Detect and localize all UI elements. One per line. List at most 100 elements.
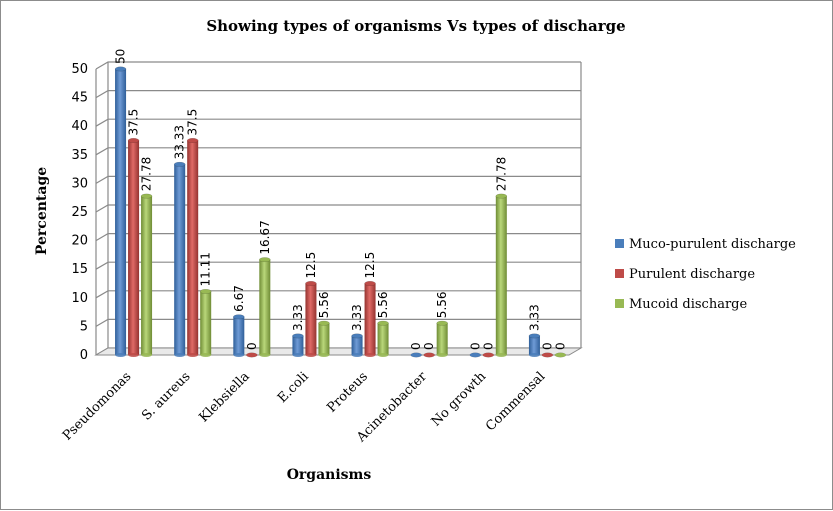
gridline [95,147,581,156]
bar-body [128,140,140,355]
y-tick-label: 15 [71,262,88,277]
bar-top [528,333,541,339]
bar-body [115,69,127,355]
bar-base [174,353,186,357]
x-tick-label: No growth [429,369,490,430]
data-label: 33.33 [173,125,187,159]
bar-body [318,323,330,355]
gridline [95,61,581,70]
data-label: 0 [468,342,482,350]
bar-top [436,320,448,326]
legend-label: Purulent discharge [629,267,755,282]
bar [469,352,482,358]
bar-top [233,314,245,320]
data-label: 37.5 [186,109,200,136]
bar-body [495,196,507,355]
bar-base [141,353,153,357]
bar [528,333,541,357]
data-label: 27.78 [140,157,154,191]
bar-base [495,353,507,357]
bar [495,193,508,357]
y-tick-label: 45 [71,91,88,106]
bar-top [495,193,508,199]
bar [541,352,554,358]
bar-body [305,283,317,355]
bar-top [377,320,389,326]
bar [233,314,245,357]
bar-body [187,140,199,355]
y-tick-label: 30 [71,176,88,191]
data-label: 6.67 [232,285,246,312]
bar-base [364,353,376,357]
bar-body [292,335,304,355]
data-label: 0 [422,342,436,350]
bar [127,138,140,357]
data-label: 0 [481,342,495,350]
legend-swatch [615,269,624,278]
bar-top [199,289,212,294]
bar-body [141,196,153,355]
bar [377,320,389,357]
bar [482,352,495,358]
legend-label: Muco-purulent discharge [629,237,796,252]
bar-top [318,320,330,326]
bar-base [259,353,271,357]
x-tick-label: S. aureus [139,369,193,423]
bars [114,66,567,358]
data-label: 12.5 [363,252,377,279]
data-label: 27.78 [494,157,508,191]
x-tick-label: Klebsiella [196,369,252,425]
chart-title: Showing types of organisms Vs types of d… [206,17,625,35]
bar [173,161,186,357]
gridline [95,290,581,299]
floor [94,347,583,356]
gridline [95,261,581,270]
y-tick-label: 20 [71,234,88,249]
y-tick-label: 10 [71,291,88,306]
bar-base [410,353,422,357]
bar [246,352,258,358]
data-label: 3.33 [350,304,364,331]
data-label: 0 [409,342,423,350]
bar-body [174,164,186,355]
y-tick-label: 25 [71,205,88,220]
gridlines [95,61,581,356]
bar-base [233,353,245,357]
bar-base [482,353,494,357]
bar [423,352,435,358]
bar [351,333,363,357]
bar-base [115,353,127,357]
bar-body [259,259,271,355]
bar-base [292,353,304,357]
data-label: 5.56 [317,291,331,318]
gridline [95,318,581,327]
bar [292,333,304,357]
y-tick-label: 5 [80,319,88,334]
axes: 0 5 10 15 20 25 30 35 40 45 50 [71,62,583,363]
bar-base [436,353,448,357]
data-label: 12.5 [304,252,318,279]
x-axis-title: Organisms [287,467,372,483]
bar-base [469,353,481,357]
x-tick-label: Pseudomonas [60,369,134,443]
gridline [95,233,581,242]
bar-base [305,353,317,357]
data-label: 0 [540,342,554,350]
legend-item: Mucoid discharge [615,297,747,312]
x-tick-label: Commensal [483,369,548,434]
legend-swatch [615,299,624,308]
data-label: 0 [553,342,567,350]
bar-body [200,291,212,355]
bar-base [528,353,540,357]
data-label: 5.56 [435,291,449,318]
bar-base [541,353,553,357]
bar-top [259,257,271,263]
y-tick-label: 50 [71,62,88,77]
legend-label: Mucoid discharge [629,297,747,312]
bar [199,289,212,357]
bar-body [436,323,448,355]
bar-base [318,353,330,357]
bar-body [364,283,376,355]
bar-top [127,138,140,143]
